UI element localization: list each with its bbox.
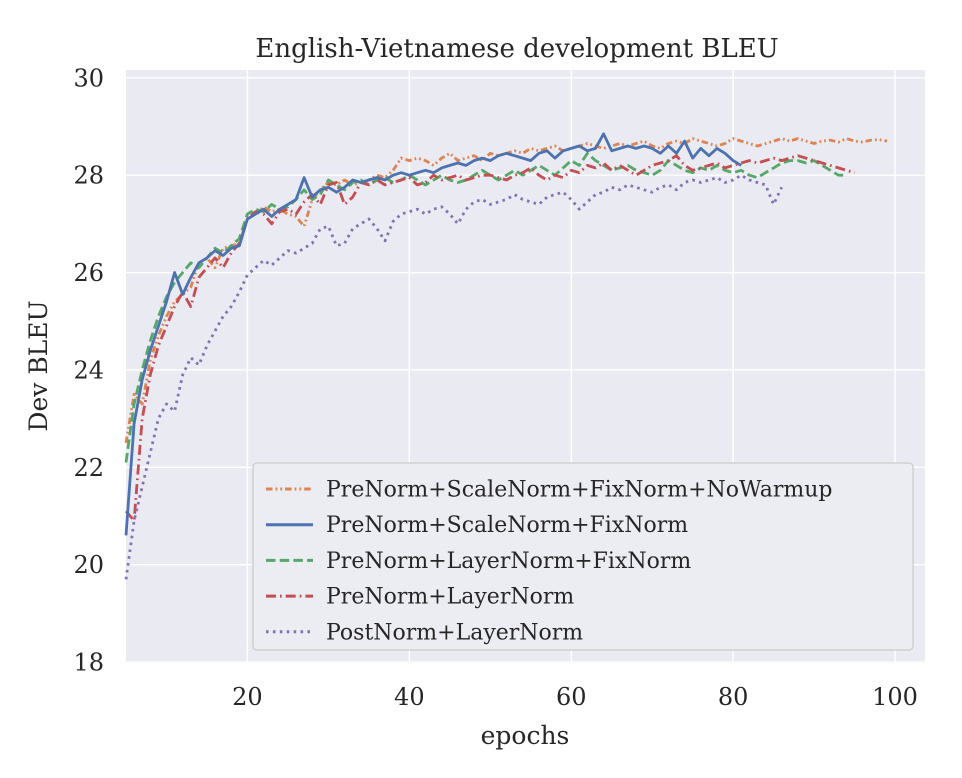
x-tick-label: 20 [232, 683, 263, 711]
y-tick-label: 22 [73, 454, 104, 482]
series-line-prenorm-scalenorm-fixnorm [124, 132, 742, 536]
legend-box [252, 462, 914, 651]
legend-item-label: PreNorm+LayerNorm+FixNorm [326, 549, 691, 574]
y-tick-label: 20 [73, 551, 104, 579]
legend: PreNorm+ScaleNorm+FixNorm+NoWarmup PreNor… [252, 462, 914, 651]
legend-item-label: PostNorm+LayerNorm [326, 620, 583, 645]
legend-item-label: PreNorm+ScaleNorm+FixNorm [326, 513, 688, 538]
y-tick-label: 18 [73, 649, 104, 677]
legend-item-label: PreNorm+LayerNorm [326, 585, 574, 610]
y-tick-label: 24 [73, 356, 104, 384]
y-tick-label: 26 [73, 259, 104, 287]
legend-item-label: PreNorm+ScaleNorm+FixNorm+NoWarmup [326, 478, 832, 503]
series-line-prenorm-layernorm-fixnorm [124, 151, 847, 463]
y-tick-label: 30 [73, 64, 104, 92]
x-axis-label: epochs [481, 721, 570, 750]
x-tick-label: 80 [718, 683, 749, 711]
tick-labels: 20 40 60 80 100 18 20 22 24 26 28 30 [73, 64, 918, 711]
y-axis-label: Dev BLEU [24, 300, 53, 431]
x-tick-label: 40 [394, 683, 425, 711]
x-tick-label: 100 [872, 683, 918, 711]
chart-title: English-Vietnamese development BLEU [255, 34, 778, 64]
series-lines [124, 132, 888, 580]
x-tick-label: 60 [556, 683, 587, 711]
y-tick-label: 28 [73, 162, 104, 190]
